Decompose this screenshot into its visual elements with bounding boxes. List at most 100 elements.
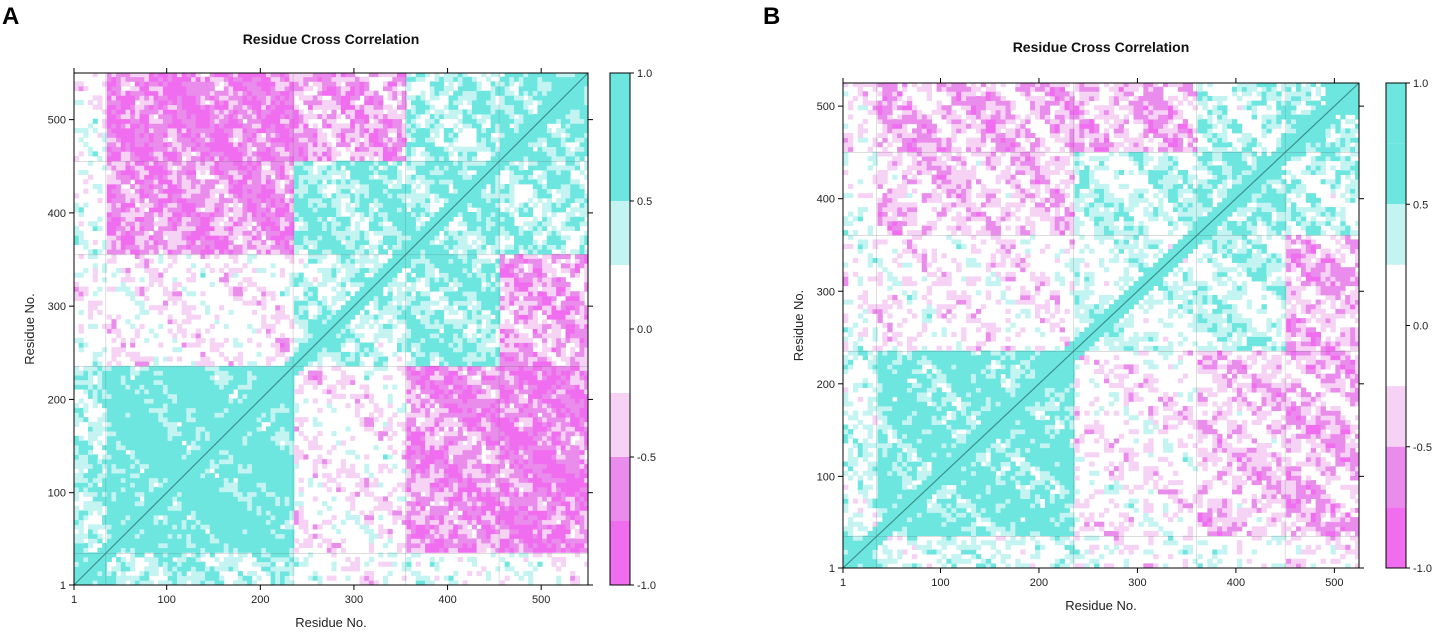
heatmap-cell: [195, 533, 201, 539]
heatmap-cell: [265, 361, 272, 367]
heatmap-cell: [102, 370, 108, 376]
heatmap-cell: [228, 491, 234, 497]
heatmap-cell: [209, 426, 215, 432]
heatmap-cell: [191, 118, 197, 124]
heatmap-cell: [233, 398, 239, 404]
heatmap-cell: [130, 202, 136, 208]
heatmap-cell: [275, 202, 281, 208]
heatmap-cell: [181, 510, 187, 516]
heatmap-cell: [139, 538, 145, 544]
heatmap-cell: [88, 174, 94, 180]
heatmap-cell: [261, 142, 267, 148]
heatmap-cell: [186, 76, 192, 82]
heatmap-cell: [139, 529, 145, 535]
heatmap-cell: [312, 575, 318, 581]
heatmap-cell: [158, 132, 164, 138]
heatmap-cell: [153, 440, 159, 446]
heatmap-cell: [130, 207, 136, 213]
heatmap-cell: [148, 156, 154, 162]
heatmap-cell: [158, 421, 164, 427]
heatmap-cell: [251, 244, 257, 250]
heatmap-cell: [148, 183, 154, 190]
heatmap-cell: [294, 501, 300, 507]
heatmap-cell: [261, 202, 267, 208]
heatmap-cell: [284, 426, 290, 432]
heatmap-cell: [106, 225, 112, 232]
heatmap-cell: [317, 407, 323, 413]
heatmap-cell: [214, 496, 220, 502]
heatmap-cell: [251, 132, 257, 138]
heatmap-cell: [181, 538, 187, 544]
heatmap-cell: [308, 221, 314, 227]
heatmap-cell: [139, 477, 145, 483]
heatmap-cell: [148, 510, 154, 516]
heatmap-cell: [303, 375, 309, 381]
heatmap-cell: [195, 575, 201, 581]
heatmap-cell: [167, 146, 173, 152]
heatmap-cell: [270, 128, 276, 134]
heatmap-cell: [289, 421, 295, 427]
heatmap-cell: [148, 454, 154, 460]
heatmap-cell: [195, 468, 201, 474]
heatmap-cell: [326, 114, 332, 120]
heatmap-cell: [186, 211, 192, 218]
heatmap-cell: [130, 496, 136, 502]
heatmap-cell: [209, 100, 215, 106]
heatmap-cell: [251, 197, 257, 204]
heatmap-cell: [181, 533, 187, 539]
heatmap-cell: [200, 487, 206, 493]
heatmap-cell: [219, 379, 225, 385]
heatmap-cell: [331, 128, 337, 134]
heatmap-cell: [312, 216, 318, 222]
heatmap-cell: [247, 165, 253, 171]
heatmap-cell: [97, 575, 103, 581]
heatmap-cell: [279, 421, 286, 427]
heatmap-cell: [130, 323, 136, 329]
heatmap-cell: [345, 351, 351, 357]
heatmap-cell: [120, 524, 126, 530]
heatmap-cell: [364, 300, 370, 306]
heatmap-cell: [167, 104, 173, 110]
heatmap-cell: [209, 407, 215, 413]
heatmap-cell: [144, 73, 150, 78]
heatmap-cell: [331, 151, 337, 157]
heatmap-cell: [167, 519, 173, 525]
heatmap-cell: [214, 76, 220, 82]
heatmap-cell: [134, 417, 140, 423]
heatmap-cell: [97, 249, 103, 255]
heatmap-cell: [191, 197, 197, 204]
heatmap-cell: [205, 188, 211, 194]
heatmap-cell: [106, 216, 112, 222]
heatmap-cell: [359, 305, 365, 311]
heatmap-cell: [74, 566, 80, 572]
heatmap-cell: [219, 118, 225, 124]
heatmap-cell: [186, 95, 192, 101]
heatmap-cell: [308, 319, 314, 325]
heatmap-cell: [214, 225, 220, 232]
heatmap-cell: [191, 109, 197, 115]
heatmap-cell: [242, 431, 248, 437]
heatmap-cell: [148, 73, 154, 78]
heatmap-cell: [270, 109, 276, 115]
heatmap-cell: [294, 510, 300, 516]
heatmap-cell: [130, 435, 136, 441]
heatmap-cell: [303, 239, 309, 245]
heatmap-cell: [144, 295, 150, 301]
heatmap-cell: [116, 211, 122, 218]
heatmap-cell: [191, 459, 197, 465]
heatmap-cell: [162, 114, 169, 120]
heatmap-cell: [275, 225, 281, 232]
heatmap-cell: [205, 533, 211, 539]
heatmap-cell: [359, 86, 365, 92]
heatmap-cell: [270, 225, 276, 232]
heatmap-cell: [322, 235, 328, 241]
heatmap-cell: [125, 249, 131, 255]
heatmap-cell: [279, 95, 286, 101]
heatmap-cell: [186, 384, 192, 390]
heatmap-cell: [148, 188, 154, 194]
heatmap-cell: [298, 314, 304, 320]
heatmap-cell: [139, 524, 145, 530]
heatmap-cell: [279, 533, 286, 539]
heatmap-cell: [88, 365, 94, 371]
heatmap-cell: [265, 183, 272, 190]
